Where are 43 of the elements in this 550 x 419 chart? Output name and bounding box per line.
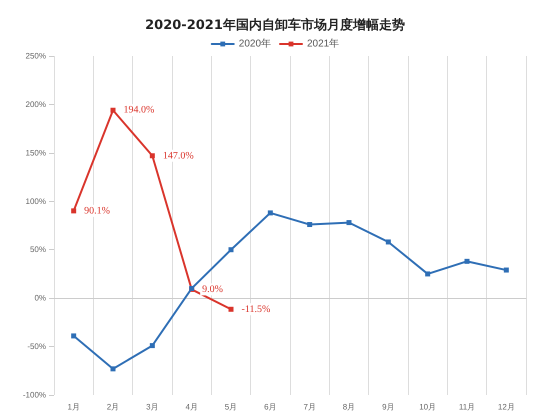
x-tick-label: 3月 bbox=[146, 402, 159, 412]
point bbox=[268, 210, 273, 216]
point bbox=[150, 343, 155, 348]
data-label: 194.0% bbox=[124, 104, 154, 116]
x-tick-label: 7月 bbox=[303, 402, 316, 412]
y-tick-label: 0% bbox=[34, 294, 46, 303]
y-tick-label: -50% bbox=[27, 342, 46, 352]
point bbox=[307, 222, 312, 228]
point bbox=[228, 247, 234, 252]
y-tick-label: 50% bbox=[30, 245, 46, 254]
point bbox=[425, 271, 430, 276]
point bbox=[110, 108, 116, 113]
point bbox=[228, 306, 234, 312]
point bbox=[504, 268, 509, 273]
point bbox=[71, 333, 76, 338]
y-tick-label: -100% bbox=[22, 390, 46, 400]
x-tick-label: 8月 bbox=[342, 402, 356, 412]
point bbox=[346, 220, 352, 226]
y-tick-label: 200% bbox=[26, 100, 46, 109]
x-tick-label: 11月 bbox=[458, 402, 476, 412]
x-tick-label: 12月 bbox=[498, 402, 515, 412]
data-label: 9.0% bbox=[202, 284, 224, 295]
point bbox=[110, 366, 116, 372]
x-tick-label: 10月 bbox=[419, 402, 436, 412]
point bbox=[150, 153, 155, 158]
y-tick-label: 100% bbox=[26, 196, 46, 206]
point bbox=[71, 208, 76, 214]
x-tick-label: 1月 bbox=[67, 402, 80, 412]
y-tick-label: 150% bbox=[26, 148, 46, 158]
data-label: -11.5% bbox=[242, 304, 270, 315]
x-tick-label: 4月 bbox=[185, 402, 198, 412]
point bbox=[386, 239, 391, 244]
x-tick-label: 5月 bbox=[224, 402, 238, 412]
legend-label: 2020年 bbox=[238, 38, 272, 50]
x-tick-label: 2月 bbox=[106, 402, 120, 412]
y-tick-label: 250% bbox=[26, 52, 46, 60]
point bbox=[464, 258, 470, 264]
data-label: 90.1% bbox=[84, 205, 110, 216]
data-label: 147.0% bbox=[162, 150, 194, 162]
legend-label: 2021年 bbox=[307, 38, 340, 50]
x-tick-label: 9月 bbox=[382, 402, 395, 412]
chart-title: 2020-2021年国内自卸车市场月度增幅走势 bbox=[145, 17, 405, 33]
x-tick-label: 6月 bbox=[264, 402, 277, 412]
